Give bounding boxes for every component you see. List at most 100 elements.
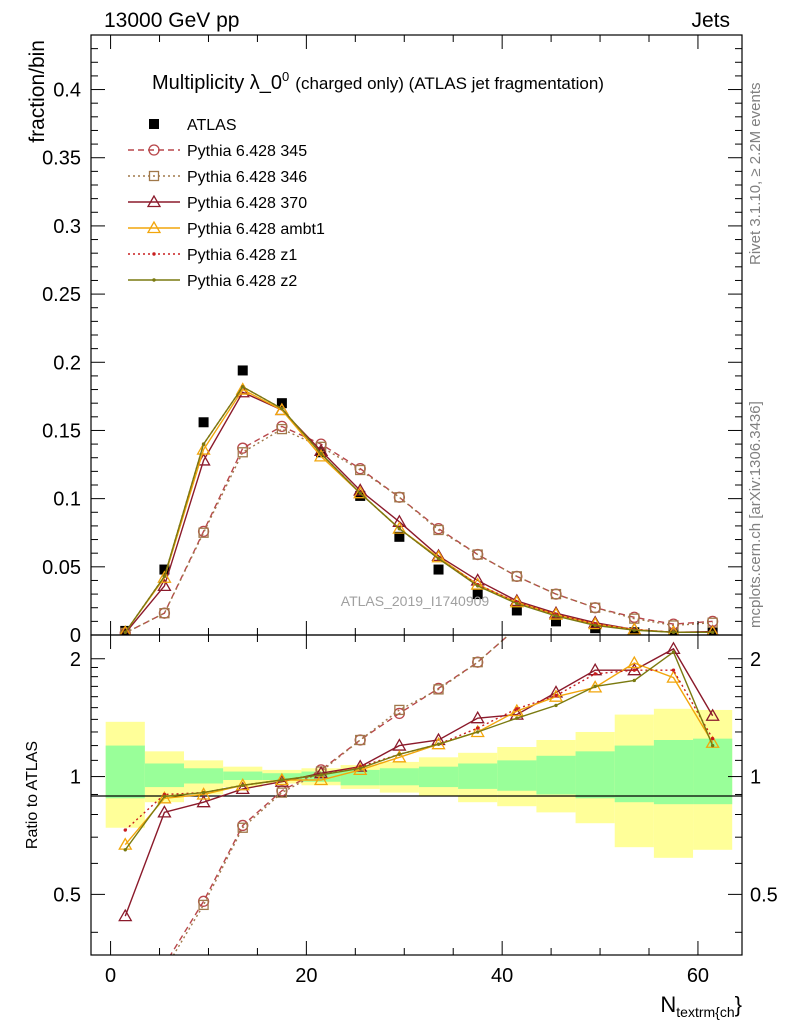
stat-uncertainty-band: [536, 755, 576, 795]
ratio-series-1-point-6: [355, 734, 366, 746]
ratio-series-2-point-9: [470, 710, 485, 724]
ratio-series-0-point-10: [512, 623, 522, 633]
energy-label: 13000 GeV pp: [104, 9, 239, 32]
legend-entry: Pythia 6.428 346: [128, 169, 307, 186]
stat-uncertainty-band: [379, 768, 419, 786]
ratio-series-5-point-2: [201, 790, 206, 795]
ratio-series-2-point-1: [157, 805, 172, 818]
main-series-4-point-5: [313, 449, 329, 462]
legend-marker: [148, 170, 160, 182]
ratio-series-4-point-13: [632, 668, 637, 672]
ratio-series-1-point-15: [708, 499, 717, 508]
legend-label: Pythia 6.428 370: [187, 195, 307, 212]
x-tick-label: 60: [687, 965, 709, 987]
stat-uncertainty-band: [614, 745, 654, 803]
main-series-6-point-12: [593, 623, 597, 628]
ratio-y-tick-label: 2: [70, 649, 81, 671]
main-series-0-point-7: [394, 531, 405, 542]
stat-uncertainty-band: [184, 768, 224, 784]
ratio-y-tick-label: 1: [70, 767, 81, 789]
ratio-series-1-point-13: [630, 482, 639, 491]
legend-entry: Pythia 6.428 z1: [128, 247, 297, 264]
main-series-6-point-1: [162, 574, 167, 579]
ratio-series-0-point-1: [159, 960, 169, 970]
ratio-series-5-point-7: [397, 752, 402, 756]
legend-label: Pythia 6.428 345: [187, 143, 307, 160]
main-series-0-point-6: [355, 490, 366, 501]
ratio-series-4-point-9: [475, 726, 480, 730]
ratio-y-tick-label-right: 1: [750, 767, 761, 789]
ratio-y-tick-label: 0.5: [53, 884, 81, 906]
legend-label: Pythia 6.428 346: [187, 169, 307, 186]
x-tick-label: 20: [295, 965, 317, 987]
ratio-series-1-point-3: [237, 822, 248, 833]
ratio-series-3-point-1: [157, 790, 172, 804]
main-series-3-point-7: [392, 514, 407, 527]
ratio-series-5-point-8: [436, 742, 441, 746]
mcplots-source-label: mcplots.cern.ch [arXiv:1306.3436]: [747, 401, 764, 628]
ratio-series-5-point-1: [162, 794, 167, 799]
legend-marker: [152, 278, 156, 282]
ratio-series-1-point-4: [276, 787, 288, 798]
ratio-series-0-point-14: [668, 418, 678, 428]
ratio-series-4-point-11: [554, 693, 558, 698]
ratio-series-5: [123, 650, 715, 852]
main-series-2-point-14: [668, 620, 679, 631]
process-label: Jets: [691, 9, 730, 32]
ratio-series-4-point-14: [671, 668, 676, 672]
legend-entry: ATLAS: [149, 117, 237, 134]
ratio-series-5-line: [124, 651, 714, 851]
ratio-series-1-point-2: [198, 899, 209, 911]
main-series-1-point-7: [393, 491, 406, 503]
y-tick-label: 0.1: [53, 489, 81, 511]
ratio-series-5-point-4: [280, 778, 284, 782]
stat-uncertainty-band: [223, 771, 263, 780]
main-series-2-point-3: [237, 447, 248, 458]
plot-title-main: Multiplicity λ_0: [152, 72, 282, 94]
ratio-series-4-point-10: [515, 707, 519, 711]
plot-title-superscript: 0: [282, 69, 289, 84]
main-series-4-point-4: [274, 402, 290, 416]
stat-uncertainty-band: [653, 740, 694, 805]
stat-uncertainty-band: [144, 763, 184, 788]
stat-uncertainty-band: [340, 769, 380, 786]
ratio-series-3-point-14: [666, 670, 681, 683]
ratio-y-axis-label: Ratio to ATLAS: [24, 741, 41, 849]
legend-label: Pythia 6.428 z1: [187, 247, 297, 264]
main-series-4-point-1: [157, 570, 172, 583]
legend-marker: [152, 252, 156, 256]
main-series-2-point-12: [590, 602, 601, 613]
main-series-3-point-12: [588, 615, 603, 628]
ratio-series-1-point-9: [472, 657, 483, 668]
x-axis-label-main: N: [660, 992, 676, 1017]
plot-title-rest: (charged only) (ATLAS jet fragmentation): [295, 74, 604, 93]
ratio-series-2-point-3: [235, 781, 250, 795]
ratio-plot-frame: [90, 634, 743, 956]
ratio-series-5-point-14: [671, 650, 676, 654]
legend: ATLAS Pythia 6.428 345 Pythia 6.428 346 Pyt…: [128, 117, 325, 290]
ratio-series-1-point-14: [669, 419, 678, 428]
main-series-0-point-9: [472, 589, 483, 600]
ratio-series-5-point-6: [358, 766, 362, 770]
legend-marker: [146, 194, 162, 208]
ratio-series-1-point-1: [160, 966, 169, 975]
main-series-2-point-9: [472, 549, 483, 560]
main-series-6-point-13: [632, 628, 637, 632]
x-axis-label-subscript: textrm{ch: [676, 1004, 734, 1020]
y-tick-label: 0.3: [53, 216, 81, 238]
main-series-6-point-15: [710, 630, 715, 634]
stat-uncertainty-band: [693, 738, 733, 805]
ratio-series-5-point-12: [593, 684, 597, 689]
x-axis-label: Ntextrm{ch}: [660, 992, 742, 1020]
ratio-series-1-point-7: [394, 704, 405, 716]
ratio-series-0-point-9: [472, 656, 484, 668]
ratio-series-1-point-10: [512, 623, 521, 632]
ratio-series-1-point-8: [433, 684, 444, 695]
legend-entry: Pythia 6.428 370: [128, 194, 307, 212]
x-tick-label: 40: [491, 965, 513, 987]
ratio-series-0-point-13: [629, 482, 639, 492]
main-series-6-point-5: [319, 451, 323, 456]
analysis-watermark: ATLAS_2019_I1740909: [341, 593, 490, 609]
y-tick-label: 0.25: [42, 284, 81, 306]
ratio-series-5-point-13: [632, 678, 637, 683]
